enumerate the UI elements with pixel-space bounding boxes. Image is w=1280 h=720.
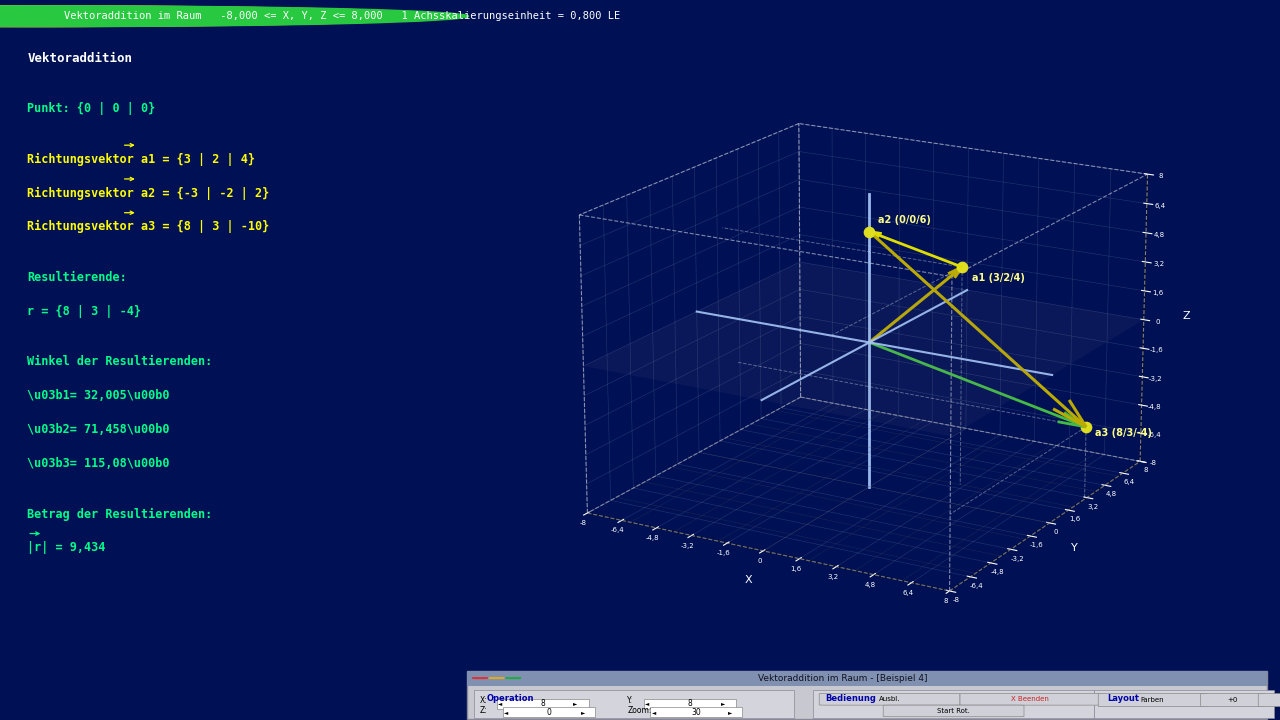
Text: Layout: Layout [1107,694,1139,703]
Text: Ausbl.: Ausbl. [879,696,900,702]
Bar [503,707,595,717]
Text: ◄: ◄ [504,710,508,715]
Text: ◄: ◄ [645,701,649,706]
Text: ◄: ◄ [652,710,655,715]
Text: ►: ► [573,701,577,706]
Text: Z:: Z: [480,706,488,715]
Text: \u03b3= 115,08\u00b0: \u03b3= 115,08\u00b0 [27,456,170,469]
Text: Operation: Operation [486,694,534,703]
FancyBboxPatch shape [960,693,1101,705]
Text: +0: +0 [1228,697,1238,703]
FancyBboxPatch shape [1258,693,1280,706]
Text: X:: X: [480,696,488,705]
Text: X Beenden: X Beenden [1011,696,1050,702]
Text: Richtungsvektor a1 = {3 | 2 | 4}: Richtungsvektor a1 = {3 | 2 | 4} [27,153,255,166]
Text: \u03b1= 32,005\u00b0: \u03b1= 32,005\u00b0 [27,390,170,402]
Text: 30: 30 [691,708,701,717]
Circle shape [0,6,422,27]
Text: Winkel der Resultierenden:: Winkel der Resultierenden: [27,356,212,369]
Bar [644,699,736,709]
Text: Bedienung: Bedienung [826,694,877,703]
Text: Start Rot.: Start Rot. [937,708,970,714]
Text: Richtungsvektor a2 = {-3 | -2 | 2}: Richtungsvektor a2 = {-3 | -2 | 2} [27,186,270,199]
Text: Resultierende:: Resultierende: [27,271,127,284]
Bar [1094,690,1274,719]
Circle shape [0,6,445,27]
Bar [813,690,1094,719]
Text: Farben: Farben [1140,697,1165,703]
Text: 8: 8 [540,699,545,708]
Text: \u03b2= 71,458\u00b0: \u03b2= 71,458\u00b0 [27,423,170,436]
Text: Vektoraddition im Raum - [Beispiel 4]: Vektoraddition im Raum - [Beispiel 4] [759,674,928,683]
Text: ►: ► [728,710,732,715]
FancyBboxPatch shape [1201,693,1265,706]
Text: r = {8 | 3 | -4}: r = {8 | 3 | -4} [27,305,141,318]
Bar [467,670,1267,719]
Text: Punkt: {0 | 0 | 0}: Punkt: {0 | 0 | 0} [27,102,155,115]
Text: ►: ► [581,710,585,715]
Text: 8: 8 [687,699,692,708]
Text: ►: ► [721,701,724,706]
Text: |r| = 9,434: |r| = 9,434 [27,541,106,554]
Bar [650,707,742,717]
Bar [467,670,1267,685]
Bar [474,690,794,719]
Text: Y:: Y: [627,696,634,705]
Text: Vektoraddition im Raum   -8,000 <= X, Y, Z <= 8,000   1 Achsskalierungseinheit =: Vektoraddition im Raum -8,000 <= X, Y, Z… [64,12,621,21]
FancyBboxPatch shape [1098,693,1207,706]
Circle shape [0,6,468,27]
Text: Vektoraddition: Vektoraddition [27,52,132,65]
Bar [497,699,589,709]
Text: 0: 0 [547,708,552,717]
Text: Zoom:: Zoom: [627,706,652,715]
Y-axis label: Y: Y [1071,542,1078,552]
Text: ◄: ◄ [498,701,502,706]
FancyBboxPatch shape [819,693,960,705]
X-axis label: X: X [745,575,753,585]
Text: Richtungsvektor a3 = {8 | 3 | -10}: Richtungsvektor a3 = {8 | 3 | -10} [27,220,270,233]
Text: Betrag der Resultierenden:: Betrag der Resultierenden: [27,508,212,521]
FancyBboxPatch shape [883,705,1024,716]
